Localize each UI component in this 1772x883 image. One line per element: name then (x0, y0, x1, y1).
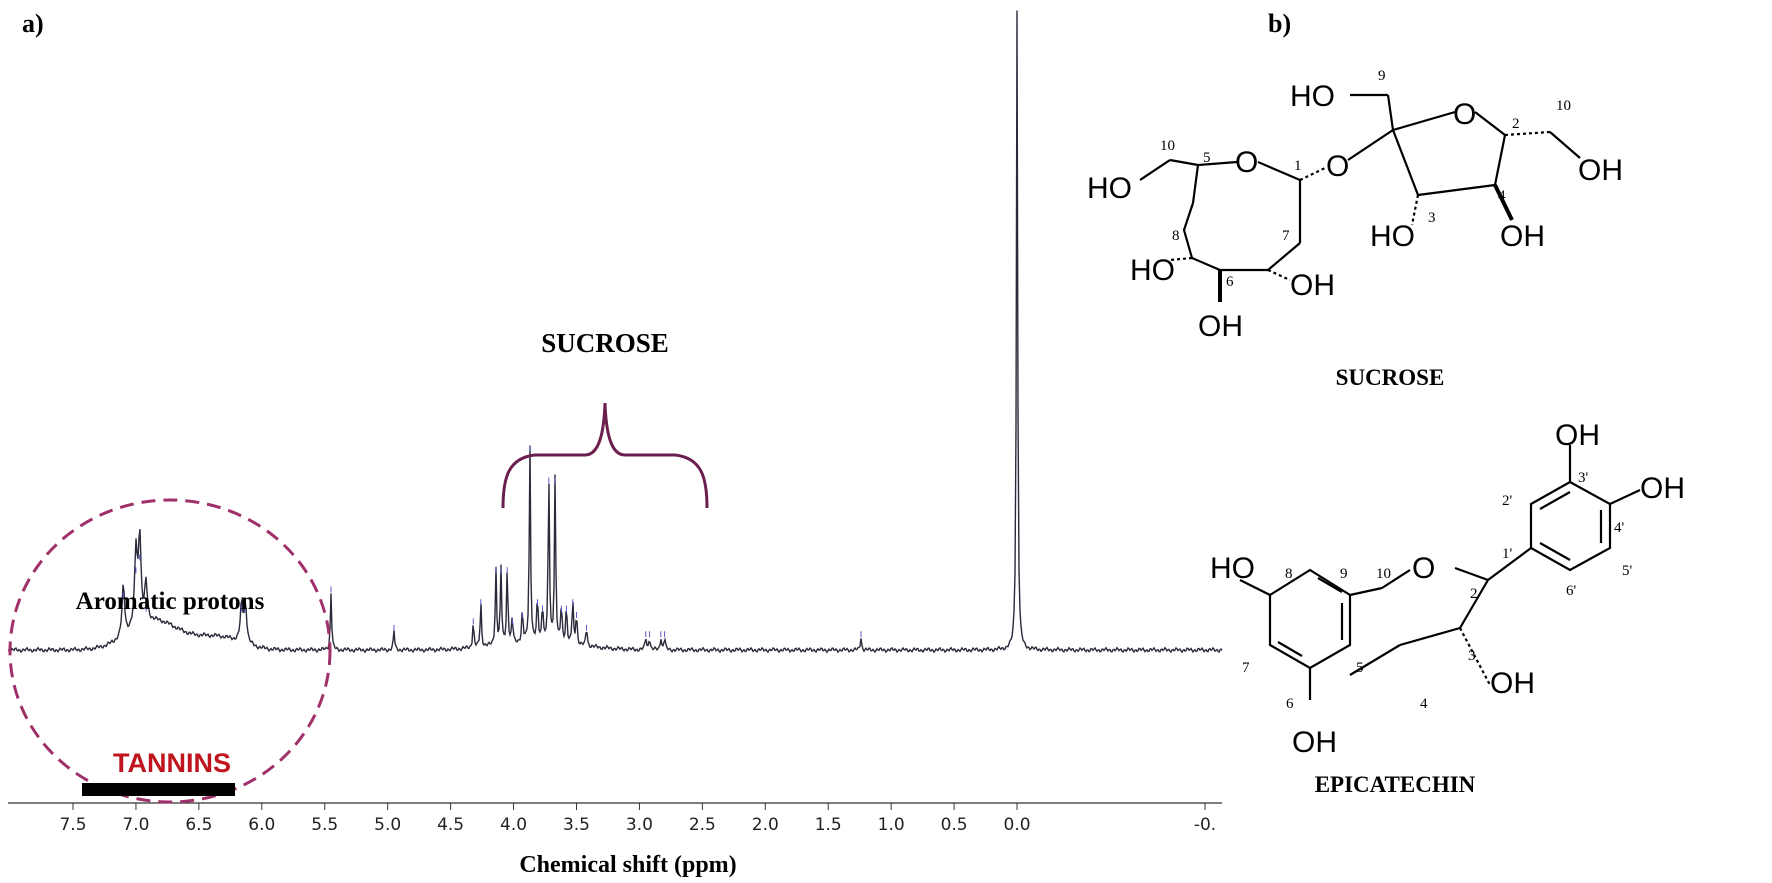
sucrose-o-fru: O (1453, 98, 1476, 131)
sucrose-region-label: SUCROSE (541, 328, 669, 358)
sucrose-n1: 1 (1294, 158, 1302, 174)
sucrose-n7: 7 (1282, 228, 1290, 244)
sucrose-n4: 4 (1498, 188, 1506, 204)
nmr-chart: 7.5 7.0 6.5 6.0 5.5 5.0 4.5 4.0 3.5 3.0 2.5 2.0 1.5 1… (7, 10, 1223, 878)
sucrose-ho-c10-glc: HO (1087, 172, 1132, 205)
sucrose-o-bridge: O (1326, 150, 1349, 183)
epicatechin-n2p: 2' (1502, 493, 1513, 509)
x-axis-label: Chemical shift (ppm) (519, 852, 736, 878)
sucrose-n10-glc: 10 (1160, 138, 1175, 154)
sucrose-ho-c8: HO (1130, 254, 1175, 287)
epicatechin-ho-8: HO (1210, 552, 1255, 585)
tannins-range-bar (82, 783, 235, 796)
sucrose-oh-c7: OH (1290, 269, 1335, 302)
epicatechin-n9: 9 (1340, 566, 1348, 582)
epicatechin-oh-3p: OH (1555, 419, 1600, 452)
sucrose-ho-top: HO (1290, 80, 1335, 113)
epicatechin-n7: 7 (1242, 660, 1250, 676)
x-tick-label: 7.5 (59, 815, 86, 835)
sucrose-n8: 8 (1172, 228, 1180, 244)
epicatechin-n2: 2 (1470, 586, 1478, 602)
sucrose-atom-labels: HO O O O HO OH HO OH HO OH OH (1087, 80, 1623, 343)
sucrose-ho-c3: HO (1370, 220, 1415, 253)
epicatechin-oh-3: OH (1490, 667, 1535, 700)
peak-integration-markers (122, 445, 862, 638)
panel-label-a: a) (22, 9, 44, 38)
sucrose-n9: 9 (1378, 68, 1386, 84)
epicatechin-n6p: 6' (1566, 583, 1577, 599)
sucrose-n2: 2 (1512, 116, 1520, 132)
x-tick-label: 6.0 (248, 815, 275, 835)
epicatechin-n5p: 5' (1622, 563, 1633, 579)
epicatechin-atom-labels: OH OH HO O OH OH (1210, 419, 1685, 759)
epicatechin-n3p: 3' (1578, 470, 1589, 486)
aromatic-region-circle (8, 498, 332, 804)
sucrose-structure (1139, 93, 1581, 302)
sucrose-atom-numbers: 9 10 2 10 5 1 8 7 6 3 4 (1160, 68, 1571, 290)
epicatechin-n5: 5 (1356, 660, 1364, 676)
epicatechin-oh-4p: OH (1640, 472, 1685, 505)
epicatechin-name: EPICATECHIN (1315, 772, 1476, 797)
epicatechin-oh-6: OH (1292, 726, 1337, 759)
x-tick-label: 7.0 (122, 815, 149, 835)
x-tick-label: 5.5 (311, 815, 338, 835)
epicatechin-o-ring: O (1412, 552, 1435, 585)
tannins-label: TANNINS (113, 748, 231, 778)
x-tick-label: 3.5 (563, 815, 590, 835)
x-tick-label: 1.0 (878, 815, 905, 835)
x-tick-label: 4.5 (437, 815, 464, 835)
epicatechin-n3: 3 (1468, 648, 1476, 664)
x-axis-ticks: 7.5 7.0 6.5 6.0 5.5 5.0 4.5 4.0 3.5 3.0 2.5 2.0 1.5 1… (59, 803, 1216, 835)
epicatechin-n4: 4 (1420, 696, 1428, 712)
x-tick-label: 0.0 (1004, 815, 1031, 835)
x-tick-label: 2.5 (689, 815, 716, 835)
x-tick-label: 1.5 (815, 815, 842, 835)
x-tick-label: 3.0 (626, 815, 653, 835)
sucrose-oh-c10-fru: OH (1578, 154, 1623, 187)
sucrose-brace (501, 402, 709, 509)
epicatechin-atom-numbers: 3' 2' 4' 1' 5' 6' 8 9 10 2 7 3 6 5 4 (1242, 470, 1633, 712)
sucrose-n5: 5 (1203, 150, 1211, 166)
aromatic-protons-label: Aromatic protons (76, 588, 265, 615)
sucrose-name: SUCROSE (1336, 365, 1445, 390)
x-tick-label: 4.0 (500, 815, 527, 835)
sucrose-oh-c6: OH (1198, 310, 1243, 343)
spectrum-line (7, 10, 1223, 654)
epicatechin-n1p: 1' (1502, 546, 1513, 562)
epicatechin-n4p: 4' (1614, 520, 1625, 536)
sucrose-o-glc: O (1235, 146, 1258, 179)
x-tick-label: 6.5 (185, 815, 212, 835)
sucrose-n6: 6 (1226, 274, 1234, 290)
x-tick-label: 2.0 (752, 815, 779, 835)
panel-label-b: b) (1268, 9, 1291, 38)
sucrose-n10-fru: 10 (1556, 98, 1571, 114)
x-tick-label: 5.0 (374, 815, 401, 835)
epicatechin-n10: 10 (1376, 566, 1391, 582)
sucrose-oh-c4: OH (1500, 220, 1545, 253)
epicatechin-n6: 6 (1286, 696, 1294, 712)
epicatechin-structure (1239, 445, 1641, 700)
x-tick-label: 0.5 (941, 815, 968, 835)
sucrose-n3: 3 (1428, 210, 1436, 226)
x-tick-label: -0. (1194, 815, 1216, 835)
epicatechin-n8: 8 (1285, 566, 1293, 582)
